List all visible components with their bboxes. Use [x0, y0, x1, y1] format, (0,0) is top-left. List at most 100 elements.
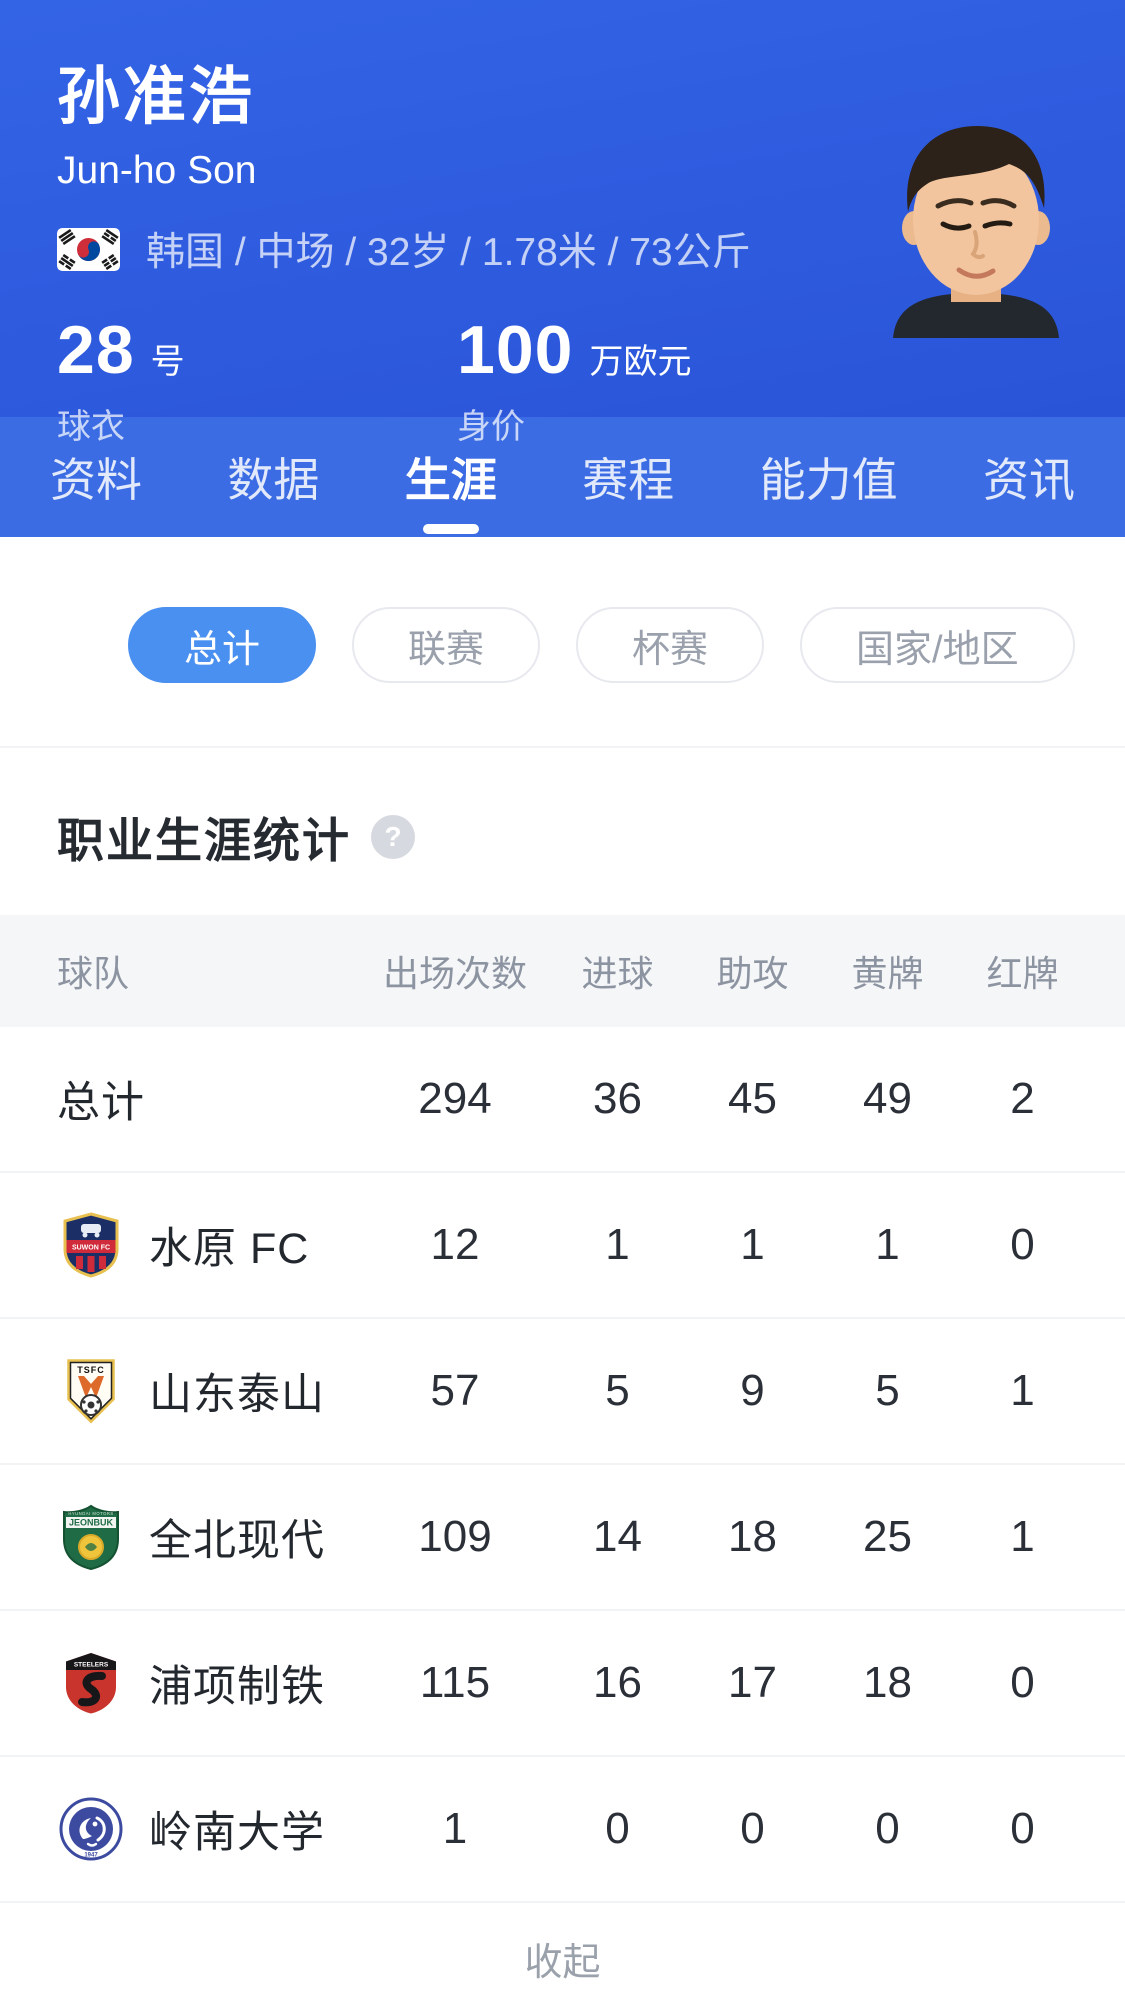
filter-national-label: 国家/地区	[856, 628, 1019, 671]
career-stats-section-header: 职业生涯统计 ?	[0, 748, 1125, 915]
yellow-cards-value: 0	[875, 1804, 900, 1853]
player-info-row: 韩国 / 中场 / 32岁 / 1.78米 / 73公斤	[57, 221, 1125, 277]
help-icon[interactable]: ?	[371, 814, 415, 859]
table-row-yeungnam-university[interactable]: 1947 岭南大学 1 0 0 0 0	[0, 1757, 1125, 1903]
table-row-shandong-taishan[interactable]: TSFC 山东泰山 57 5 9 5 1	[0, 1319, 1125, 1465]
appearances-value: 12	[430, 1220, 480, 1269]
table-row-total[interactable]: 总计 294 36 45 49 2	[0, 1027, 1125, 1173]
assists-value: 9	[740, 1366, 765, 1415]
tab-schedule-label: 赛程	[582, 454, 675, 506]
goals-value: 0	[605, 1804, 630, 1853]
appearances-value: 57	[430, 1366, 480, 1415]
tab-ability-label: 能力值	[759, 454, 898, 506]
appearances-value: 294	[418, 1074, 492, 1123]
table-row-suwon-fc[interactable]: SUWON FC 水原 FC 12 1 1 1 0	[0, 1173, 1125, 1319]
market-value-stat: 100 万欧元 身价	[457, 311, 857, 448]
team-name: 山东泰山	[149, 1371, 325, 1419]
column-team: 球队	[57, 953, 130, 994]
column-appearances: 出场次数	[382, 953, 527, 994]
yellow-cards-value: 25	[863, 1512, 912, 1561]
appearances-value: 115	[419, 1658, 491, 1707]
assists-value: 45	[728, 1074, 777, 1123]
column-yellow-cards: 黄牌	[851, 953, 924, 994]
goals-value: 36	[593, 1074, 642, 1123]
goals-value: 16	[593, 1658, 642, 1707]
team-name: 总计	[57, 1079, 145, 1127]
red-cards-value: 0	[1010, 1658, 1035, 1707]
suwon-fc-logo-text: SUWON FC	[72, 1245, 110, 1252]
tab-career[interactable]: 生涯	[401, 418, 501, 536]
team-name: 岭南大学	[149, 1809, 325, 1857]
team-name: 浦项制铁	[149, 1663, 325, 1711]
assists-value: 17	[728, 1658, 777, 1707]
jeonbuk-logo-text: JEONBUK	[69, 1518, 114, 1528]
market-value-value: 100	[457, 312, 574, 388]
shandong-taishan-logo-text: TSFC	[77, 1365, 105, 1375]
goals-value: 5	[605, 1366, 630, 1415]
yellow-cards-value: 18	[863, 1658, 912, 1707]
filter-national[interactable]: 国家/地区	[800, 607, 1075, 683]
filter-total[interactable]: 总计	[128, 607, 317, 683]
player-header: 孙准浩 Jun-ho Son 韩国 / 中场 / 32岁 / 1.78米	[0, 0, 1125, 446]
jersey-number-unit: 号	[150, 343, 185, 381]
player-name-en: Jun-ho Son	[57, 149, 257, 192]
yellow-cards-value: 1	[875, 1220, 900, 1269]
market-value-unit: 万欧元	[589, 343, 692, 381]
active-tab-indicator	[422, 524, 479, 534]
player-photo	[893, 126, 1059, 338]
filter-cup[interactable]: 杯赛	[576, 607, 765, 683]
tab-ability[interactable]: 能力值	[756, 418, 902, 536]
column-goals: 进球	[581, 953, 654, 994]
red-cards-value: 0	[1010, 1220, 1035, 1269]
table-row-pohang-steelers[interactable]: STEELERS 浦项制铁 115 16 17 18 0	[0, 1611, 1125, 1757]
yellow-cards-value: 5	[875, 1366, 900, 1415]
player-name: 孙准浩	[57, 62, 255, 132]
tab-data[interactable]: 数据	[223, 418, 323, 536]
team-name: 全北现代	[149, 1517, 325, 1565]
suwon-fc-logo: SUWON FC	[63, 1212, 119, 1278]
player-basic-info: 韩国 / 中场 / 32岁 / 1.78米 / 73公斤	[146, 231, 751, 274]
red-cards-value: 1	[1010, 1512, 1035, 1561]
filter-cup-label: 杯赛	[632, 628, 709, 671]
tab-news[interactable]: 资讯	[979, 418, 1079, 536]
jersey-number-value: 28	[57, 312, 135, 388]
market-value-label: 身价	[457, 408, 525, 446]
tab-profile-label: 资料	[50, 454, 142, 506]
yeungnam-logo-text: 1947	[84, 1853, 98, 1859]
tab-profile[interactable]: 资料	[46, 418, 146, 536]
collapse-button[interactable]: 收起	[0, 1903, 1125, 1999]
stats-table-header: 球队 出场次数 进球 助攻 黄牌 红牌	[0, 915, 1125, 1027]
column-assists: 助攻	[716, 953, 789, 994]
filter-total-label: 总计	[184, 628, 261, 671]
appearances-value: 109	[418, 1512, 492, 1561]
team-name: 水原 FC	[149, 1225, 310, 1273]
south-korea-flag-icon	[57, 227, 120, 271]
section-divider	[0, 746, 1125, 748]
career-filter-pills: 总计 联赛 杯赛 国家/地区	[0, 537, 1125, 683]
red-cards-value: 2	[1010, 1074, 1035, 1123]
tab-data-label: 数据	[227, 454, 320, 506]
filter-league[interactable]: 联赛	[352, 607, 541, 683]
pohang-logo-text: STEELERS	[74, 1662, 109, 1669]
assists-value: 18	[728, 1512, 777, 1561]
tab-news-label: 资讯	[982, 454, 1075, 506]
jeonbuk-logo-top-text: HYUNDAI MOTORS	[68, 1511, 113, 1516]
player-key-stats: 28 号 球衣 100 万欧元 身价	[57, 311, 1125, 448]
shandong-taishan-logo: TSFC	[67, 1359, 115, 1424]
filter-league-label: 联赛	[408, 628, 485, 671]
goals-value: 1	[605, 1220, 630, 1269]
goals-value: 14	[593, 1512, 642, 1561]
red-cards-value: 1	[1010, 1366, 1035, 1415]
profile-tabbar: 资料 数据 生涯 赛程 能力值 资讯	[0, 417, 1125, 537]
appearances-value: 1	[442, 1804, 468, 1853]
jersey-number-label: 球衣	[57, 408, 125, 446]
jersey-number-stat: 28 号 球衣	[57, 311, 457, 448]
red-cards-value: 0	[1010, 1804, 1035, 1853]
yellow-cards-value: 49	[863, 1074, 912, 1123]
assists-value: 0	[740, 1804, 765, 1853]
collapse-label: 收起	[524, 1941, 601, 1984]
column-red-cards: 红牌	[986, 953, 1059, 994]
tab-schedule[interactable]: 赛程	[578, 418, 678, 536]
table-row-jeonbuk-hyundai[interactable]: HYUNDAI MOTORS JEONBUK 全北现代 109 14 18 25…	[0, 1465, 1125, 1611]
